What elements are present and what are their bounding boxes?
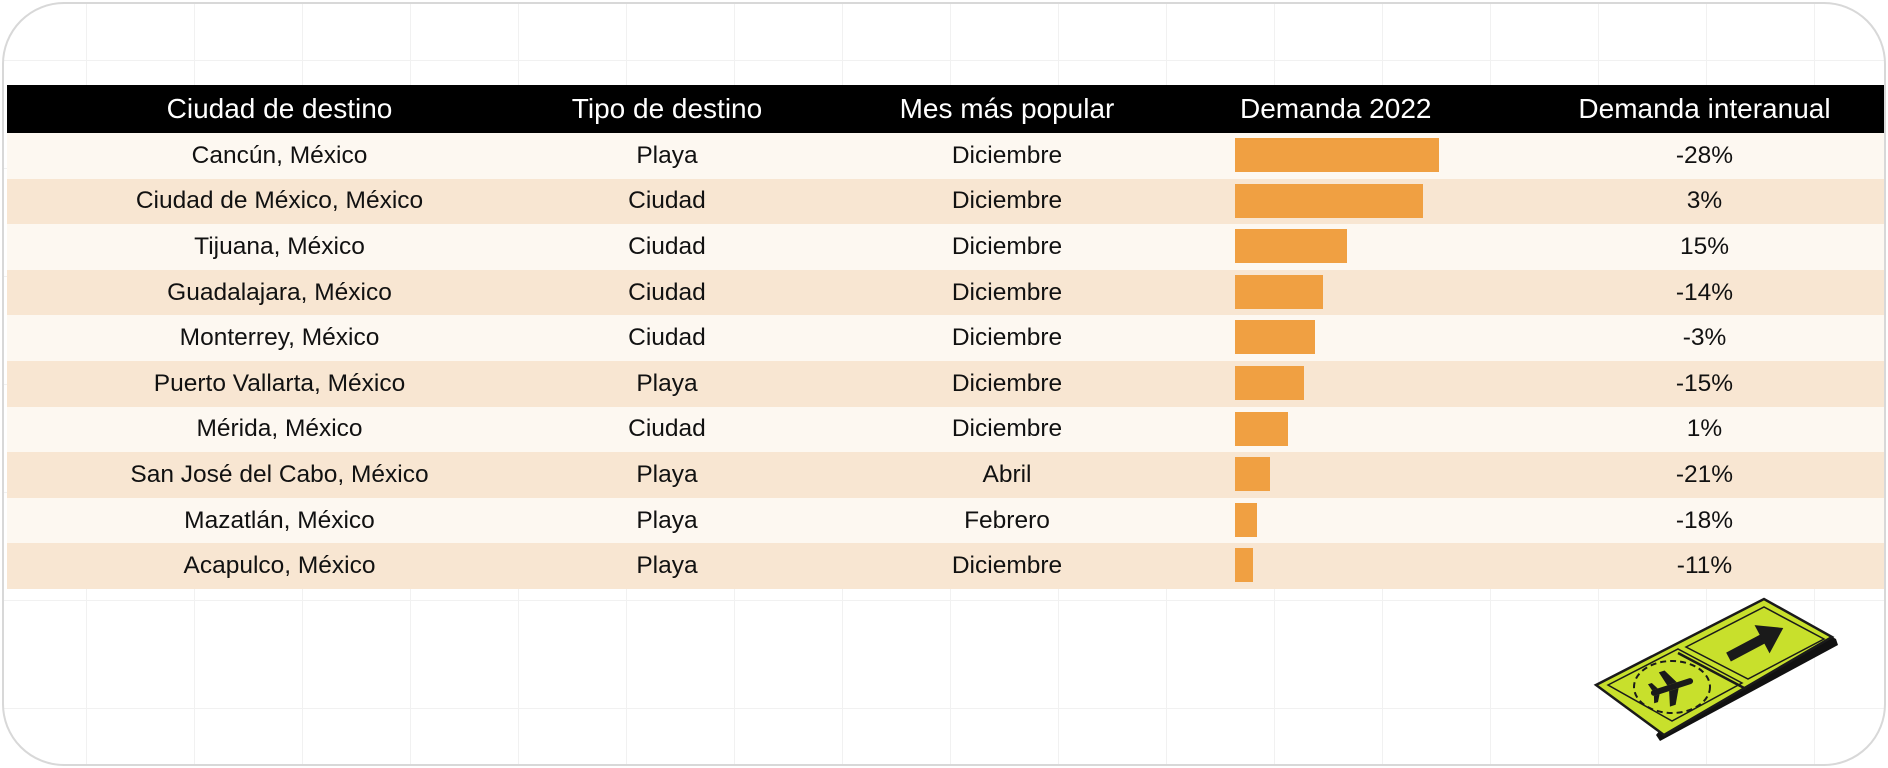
city-cell: Mérida, México [196,415,363,443]
table-row: Cancún, México Playa Diciembre -28% [7,133,1884,179]
type-cell: Playa [636,141,698,169]
month-cell: Diciembre [951,232,1063,260]
header-yoy: Demanda interanual [1578,93,1831,124]
yoy-cell: -14% [1675,278,1734,306]
demand-cell [1232,361,1522,407]
type-cell: Playa [636,552,698,580]
yoy-cell: 1% [1686,415,1723,443]
table-header: Ciudad de destino Tipo de destino Mes má… [7,85,1884,133]
header-type: Tipo de destino [571,93,763,124]
table-row: Puerto Vallarta, México Playa Diciembre -15… [7,360,1884,407]
demand-cell [1232,315,1522,361]
table-row: Acapulco, México Playa Diciembre -11% [7,543,1884,589]
city-cell: Ciudad de México, México [135,187,424,215]
demand-bar [1235,229,1348,264]
demand-cell [1232,452,1522,498]
month-cell: Abril [982,460,1032,488]
table-row: Monterrey, México Ciudad Diciembre -3% [7,315,1884,361]
month-cell: Diciembre [951,141,1063,169]
demand-cell [1232,133,1522,179]
demand-bar [1235,365,1305,400]
city-cell: Puerto Vallarta, México [153,369,406,397]
month-cell: Diciembre [951,415,1063,443]
demand-bar [1235,548,1254,583]
type-cell: Ciudad [628,324,706,352]
yoy-cell: 15% [1679,232,1730,260]
yoy-cell: -11% [1676,552,1733,580]
demand-cell [1232,407,1522,453]
month-cell: Diciembre [951,324,1063,352]
demand-cell [1232,224,1522,270]
demand-cell [1232,498,1522,544]
header-demand-label: Demanda 2022 [1240,93,1432,124]
table-row: Tijuana, México Ciudad Diciembre 15% [7,224,1884,270]
month-cell: Diciembre [951,552,1063,580]
table-row: Guadalajara, México Ciudad Diciembre -14% [7,269,1884,316]
city-cell: Cancún, México [191,141,368,169]
city-cell: San José del Cabo, México [130,460,429,488]
demand-bar [1235,411,1289,446]
header-demand: Demanda 2022 [1232,93,1522,125]
type-cell: Playa [636,506,698,534]
table-row: Ciudad de México, México Ciudad Diciembre 3… [7,178,1884,225]
demand-bar [1235,320,1315,355]
month-cell: Febrero [964,506,1050,534]
yoy-cell: -28% [1675,141,1734,169]
month-cell: Diciembre [951,187,1063,215]
city-cell: Mazatlán, México [184,506,375,534]
month-cell: Diciembre [951,369,1063,397]
demand-bar [1235,457,1270,492]
demand-bar [1235,183,1423,218]
city-cell: Monterrey, México [179,324,380,352]
demand-cell [1232,543,1522,589]
yoy-cell: -18% [1675,506,1734,534]
yoy-cell: 3% [1686,187,1723,215]
table-body: Cancún, México Playa Diciembre -28% Ciudad d… [7,133,1884,589]
demand-cell [1232,270,1522,316]
month-cell: Diciembre [951,278,1063,306]
type-cell: Ciudad [628,232,706,260]
header-city: Ciudad de destino [166,93,393,124]
type-cell: Ciudad [628,187,706,215]
airport-sign-icon [1593,597,1838,741]
demand-cell [1232,179,1522,225]
yoy-cell: -3% [1682,324,1727,352]
type-cell: Playa [636,369,698,397]
header-month: Mes más popular [899,93,1115,124]
table-row: San José del Cabo, México Playa Abril -21% [7,452,1884,498]
table-row: Mérida, México Ciudad Diciembre 1% [7,406,1884,453]
demand-bar [1235,274,1323,309]
yoy-cell: -15% [1675,369,1734,397]
city-cell: Acapulco, México [183,552,376,580]
table-row: Mazatlán, México Playa Febrero -18% [7,497,1884,544]
type-cell: Ciudad [628,415,706,443]
type-cell: Playa [636,460,698,488]
city-cell: Tijuana, México [194,232,365,260]
yoy-cell: -21% [1675,460,1734,488]
demand-bar [1235,138,1439,172]
demand-table: Ciudad de destino Tipo de destino Mes má… [7,85,1884,589]
demand-bar [1235,502,1258,537]
city-cell: Guadalajara, México [167,278,392,306]
type-cell: Ciudad [628,278,706,306]
